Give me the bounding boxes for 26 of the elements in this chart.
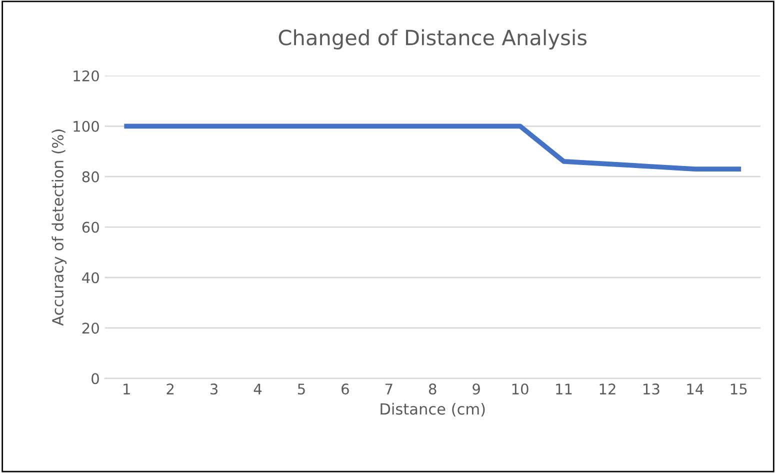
line-series: [124, 124, 742, 172]
y-tick-label: 40: [82, 272, 99, 284]
y-axis-title: Accuracy of detection (%): [52, 130, 67, 326]
x-tick-label: 15: [730, 384, 747, 395]
chart-title: Changed of Distance Analysis: [278, 29, 587, 50]
y-tick-label: 120: [74, 70, 99, 82]
x-tick-label: 11: [556, 384, 572, 394]
x-tick-label: 1: [124, 384, 130, 394]
x-tick-label: 6: [342, 384, 349, 395]
x-tick-label: 5: [298, 384, 305, 395]
x-tick-label: 12: [600, 384, 616, 394]
x-tick-label: 8: [428, 384, 436, 395]
x-tick-label: 3: [210, 384, 218, 395]
y-tick-label: 60: [82, 222, 99, 233]
y-tick-label: 80: [82, 171, 99, 182]
x-tick-label: 14: [687, 384, 704, 394]
x-tick-label: 13: [644, 384, 660, 395]
x-tick-label: 9: [472, 384, 480, 395]
x-axis-title: Distance (cm): [380, 402, 485, 417]
y-tick-label: 0: [92, 373, 99, 384]
y-tick-label: 20: [82, 322, 99, 334]
x-tick-label: 10: [512, 384, 528, 395]
x-tick-label: 2: [166, 384, 174, 394]
x-tick-label: 4: [254, 384, 262, 394]
x-tick-label: 7: [385, 384, 392, 394]
y-tick-label: 100: [74, 120, 99, 132]
